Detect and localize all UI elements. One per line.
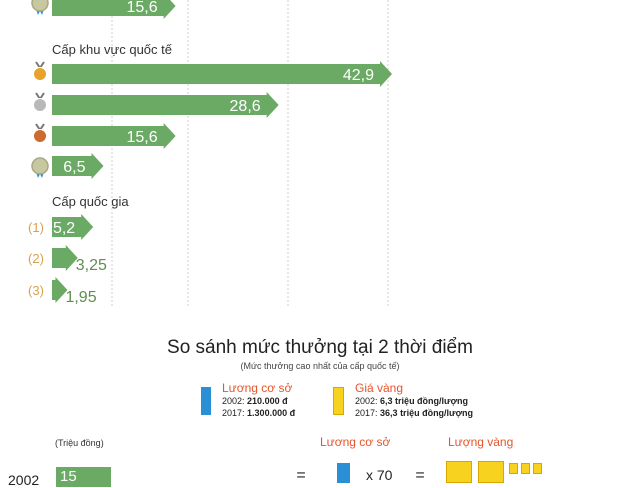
- row-value-bar: 15: [56, 467, 111, 487]
- comparison-section: So sánh mức thưởng tại 2 thời điểm (Mức …: [0, 320, 640, 488]
- rank-3-icon: (3): [28, 283, 44, 298]
- salary-legend-2017: 2017: 1.300.000 đ: [222, 408, 296, 418]
- salary-column-header: Lương cơ sở: [320, 435, 391, 449]
- value-label: 28,6: [230, 98, 261, 115]
- gold-medal-icon: [33, 67, 47, 81]
- bar-chart: 15,6 Cấp khu vực quốc tế 42,9 28,6 15,6 6,5 Cấ…: [28, 0, 392, 308]
- rank-1-icon: (1): [28, 220, 44, 235]
- gold-small-icon: [521, 463, 530, 474]
- bar: [52, 92, 279, 118]
- value-label: 3,25: [76, 257, 107, 274]
- value-label: 1,95: [65, 289, 96, 306]
- bar: [52, 0, 176, 19]
- row-year: 2002: [8, 472, 40, 488]
- gold-legend-2002: 2002: 6,3 triệu đồng/lượng: [355, 396, 468, 406]
- salary-multiplier: x 70: [366, 467, 393, 483]
- gold-small-icon: [509, 463, 518, 474]
- bar: [52, 123, 176, 149]
- salary-legend-title: Lương cơ sở: [222, 381, 293, 395]
- bar: [52, 277, 68, 303]
- value-label: 15,6: [126, 129, 157, 146]
- merit-medal-icon: [31, 0, 49, 12]
- value-label: 42,9: [343, 67, 374, 84]
- gold-column-header: Lượng vàng: [448, 435, 514, 449]
- section-title: Cấp quốc gia: [52, 194, 129, 209]
- section-title: Cấp khu vực quốc tế: [52, 42, 173, 57]
- salary-icon: [337, 463, 350, 483]
- bronze-medal-icon: [33, 129, 47, 143]
- equals-sign-2: =: [415, 467, 425, 484]
- comparison-subtitle: (Mức thưởng cao nhất của cấp quốc tế): [240, 361, 400, 371]
- gold-legend-2017: 2017: 36,3 triệu đồng/lượng: [355, 408, 473, 418]
- silver-medal-icon: [33, 98, 47, 112]
- equals-sign-1: =: [296, 467, 306, 484]
- unit-label: (Triệu đồng): [55, 438, 104, 448]
- value-label: 6,5: [63, 159, 85, 176]
- merit-medal-icon: [31, 157, 49, 175]
- gold-small-icon: [533, 463, 542, 474]
- value-label: 5,2: [53, 220, 75, 237]
- rank-2-icon: (2): [28, 251, 44, 266]
- gold-legend-title: Giá vàng: [355, 381, 404, 395]
- bar: [52, 245, 78, 271]
- gold-legend-swatch: [333, 387, 344, 415]
- salary-legend-swatch: [201, 387, 211, 415]
- bar: [52, 214, 94, 240]
- salary-legend-2002: 2002: 210.000 đ: [222, 396, 288, 406]
- bar: [52, 153, 104, 179]
- bar: [52, 61, 392, 87]
- comparison-title: So sánh mức thưởng tại 2 thời điểm: [167, 337, 473, 358]
- value-label: 15,6: [126, 0, 157, 16]
